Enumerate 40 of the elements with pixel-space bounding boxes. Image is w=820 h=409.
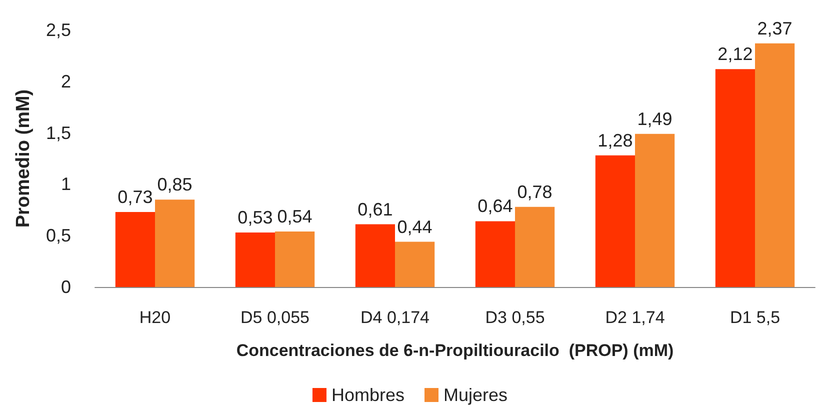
- bar: [515, 206, 555, 287]
- x-tick-label: D5 0,055: [240, 308, 310, 327]
- data-label: 1,49: [637, 108, 672, 129]
- bar: [635, 134, 675, 287]
- data-label: 0,44: [397, 216, 432, 237]
- y-tick-label: 2,5: [46, 20, 71, 40]
- data-label: 0,73: [118, 186, 153, 207]
- x-tick-label: D1 5,5: [730, 308, 780, 327]
- x-tick-label: D3 0,55: [485, 308, 545, 327]
- bar: [475, 221, 515, 287]
- y-tick-label: 2: [60, 71, 71, 92]
- x-tick-label: D2 1,74: [605, 308, 665, 327]
- bar: [275, 231, 315, 287]
- x-tick-label: D4 0,174: [360, 308, 430, 327]
- data-label: 0,54: [277, 206, 312, 226]
- bar: [235, 232, 275, 287]
- legend-label: Hombres: [331, 385, 405, 405]
- bar: [595, 155, 635, 287]
- x-axis-title: Concentraciones de 6-n-Propiltiouracilo (PROP) (mM): [236, 341, 674, 360]
- data-label: 2,12: [718, 44, 753, 64]
- data-label: 0,53: [238, 208, 273, 228]
- y-tick-label: 1: [60, 174, 71, 194]
- data-label: 0,64: [478, 196, 513, 216]
- x-tick-label: H20: [139, 308, 171, 327]
- y-tick-label: 1,5: [46, 122, 71, 143]
- data-label: 0,61: [358, 199, 393, 220]
- bar: [155, 200, 195, 287]
- y-axis-title: Promedio (mM): [13, 89, 34, 228]
- bar: [355, 224, 395, 287]
- data-label: 1,28: [598, 130, 633, 150]
- legend-label: Mujeres: [444, 385, 508, 405]
- bar: [115, 212, 155, 287]
- data-label: 0,85: [157, 174, 192, 195]
- bar: [755, 43, 795, 287]
- bar: [395, 242, 435, 287]
- y-tick-label: 0,5: [46, 226, 71, 246]
- bar: [715, 69, 755, 287]
- data-label: 2,37: [757, 18, 792, 38]
- data-label: 0,78: [517, 182, 552, 202]
- y-tick-label: 0: [60, 277, 71, 297]
